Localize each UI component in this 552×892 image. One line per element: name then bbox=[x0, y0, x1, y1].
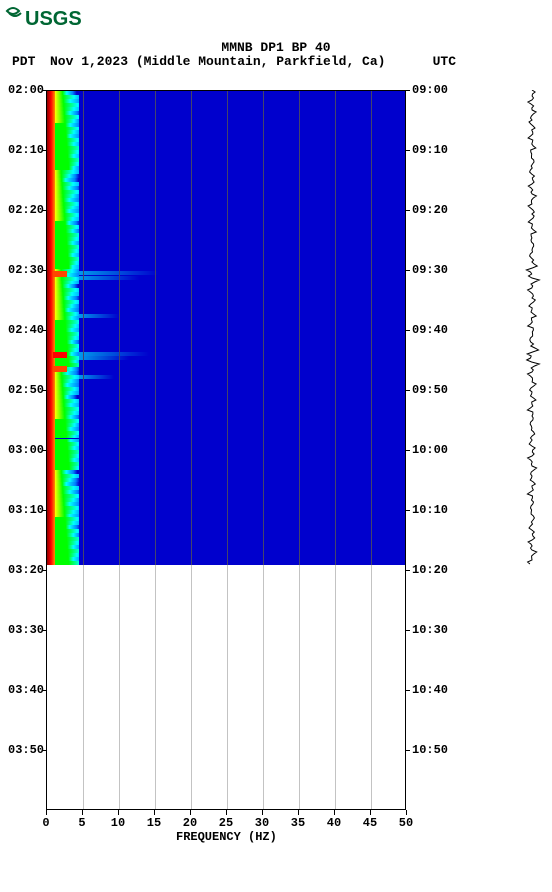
spectro-streak bbox=[79, 352, 149, 356]
y-left-tick-mark bbox=[42, 510, 46, 511]
x-tick-mark bbox=[226, 810, 227, 815]
grid-line-vertical bbox=[299, 91, 300, 809]
x-tick-label: 20 bbox=[183, 816, 197, 830]
y-right-tick-mark bbox=[406, 570, 410, 571]
x-tick-mark bbox=[262, 810, 263, 815]
spectro-streak bbox=[79, 356, 129, 360]
y-left-tick-mark bbox=[42, 390, 46, 391]
grid-line-vertical bbox=[335, 91, 336, 809]
x-tick-label: 0 bbox=[42, 816, 49, 830]
y-left-tick-label: 03:10 bbox=[8, 503, 44, 517]
x-tick-mark bbox=[334, 810, 335, 815]
x-axis-label: FREQUENCY (HZ) bbox=[176, 830, 277, 844]
y-right-tick-label: 09:10 bbox=[412, 143, 448, 157]
grid-line-vertical bbox=[191, 91, 192, 809]
x-tick-label: 30 bbox=[255, 816, 269, 830]
y-left-tick-label: 02:30 bbox=[8, 263, 44, 277]
y-left-tick-mark bbox=[42, 90, 46, 91]
y-right-tick-mark bbox=[406, 330, 410, 331]
grid-line-vertical bbox=[155, 91, 156, 809]
x-tick-mark bbox=[118, 810, 119, 815]
x-tick-mark bbox=[154, 810, 155, 815]
y-left-tick-label: 03:30 bbox=[8, 623, 44, 637]
spectro-streak bbox=[79, 314, 119, 318]
x-tick-mark bbox=[298, 810, 299, 815]
svg-text:USGS: USGS bbox=[25, 8, 82, 30]
x-tick-mark bbox=[190, 810, 191, 815]
spectro-warm-band bbox=[55, 91, 79, 565]
y-left-tick-label: 03:20 bbox=[8, 563, 44, 577]
spectro-hot-edge bbox=[47, 91, 55, 565]
y-left-tick-label: 03:50 bbox=[8, 743, 44, 757]
x-tick-label: 5 bbox=[78, 816, 85, 830]
y-left-tick-mark bbox=[42, 750, 46, 751]
chart-title: MMNB DP1 BP 40 bbox=[0, 40, 552, 55]
y-right-tick-label: 09:50 bbox=[412, 383, 448, 397]
y-right-tick-label: 10:50 bbox=[412, 743, 448, 757]
spectrogram-data-region bbox=[47, 91, 405, 565]
y-right-tick-label: 10:20 bbox=[412, 563, 448, 577]
y-right-tick-mark bbox=[406, 630, 410, 631]
y-right-tick-label: 09:40 bbox=[412, 323, 448, 337]
y-left-tick-mark bbox=[42, 450, 46, 451]
y-right-tick-label: 10:10 bbox=[412, 503, 448, 517]
y-right-tick-label: 10:00 bbox=[412, 443, 448, 457]
x-tick-label: 15 bbox=[147, 816, 161, 830]
y-right-tick-label: 09:00 bbox=[412, 83, 448, 97]
spectro-streak bbox=[79, 375, 114, 379]
y-left-tick-label: 03:00 bbox=[8, 443, 44, 457]
y-left-tick-mark bbox=[42, 570, 46, 571]
x-tick-label: 35 bbox=[291, 816, 305, 830]
y-right-tick-label: 10:30 bbox=[412, 623, 448, 637]
date-location-label: Nov 1,2023 (Middle Mountain, Parkfield, … bbox=[50, 54, 385, 69]
y-left-tick-mark bbox=[42, 330, 46, 331]
y-left-tick-mark bbox=[42, 210, 46, 211]
y-right-tick-mark bbox=[406, 390, 410, 391]
y-left-tick-label: 03:40 bbox=[8, 683, 44, 697]
x-tick-label: 45 bbox=[363, 816, 377, 830]
y-right-tick-mark bbox=[406, 450, 410, 451]
usgs-logo: USGS bbox=[5, 5, 95, 33]
grid-line-vertical bbox=[227, 91, 228, 809]
x-tick-label: 40 bbox=[327, 816, 341, 830]
y-right-tick-label: 10:40 bbox=[412, 683, 448, 697]
x-tick-mark bbox=[406, 810, 407, 815]
y-right-tick-mark bbox=[406, 150, 410, 151]
y-left-tick-mark bbox=[42, 690, 46, 691]
spectro-streak bbox=[79, 276, 139, 280]
y-left-tick-label: 02:50 bbox=[8, 383, 44, 397]
y-right-tick-mark bbox=[406, 210, 410, 211]
y-left-tick-label: 02:10 bbox=[8, 143, 44, 157]
x-tick-mark bbox=[370, 810, 371, 815]
x-tick-mark bbox=[82, 810, 83, 815]
right-timezone-label: UTC bbox=[433, 54, 456, 69]
x-tick-label: 10 bbox=[111, 816, 125, 830]
waveform-inset bbox=[522, 90, 542, 565]
y-left-tick-mark bbox=[42, 150, 46, 151]
grid-line-vertical bbox=[371, 91, 372, 809]
y-left-tick-label: 02:00 bbox=[8, 83, 44, 97]
y-right-tick-label: 09:30 bbox=[412, 263, 448, 277]
left-timezone-label: PDT bbox=[12, 54, 35, 69]
x-tick-mark bbox=[46, 810, 47, 815]
grid-line-vertical bbox=[83, 91, 84, 809]
y-left-tick-label: 02:40 bbox=[8, 323, 44, 337]
y-left-tick-mark bbox=[42, 270, 46, 271]
y-right-tick-mark bbox=[406, 510, 410, 511]
y-right-tick-mark bbox=[406, 690, 410, 691]
y-right-tick-mark bbox=[406, 270, 410, 271]
y-left-tick-mark bbox=[42, 630, 46, 631]
y-right-tick-label: 09:20 bbox=[412, 203, 448, 217]
y-right-tick-mark bbox=[406, 750, 410, 751]
y-right-tick-mark bbox=[406, 90, 410, 91]
y-left-tick-label: 02:20 bbox=[8, 203, 44, 217]
spectrogram-plot bbox=[46, 90, 406, 810]
x-tick-label: 25 bbox=[219, 816, 233, 830]
x-tick-label: 50 bbox=[399, 816, 413, 830]
grid-line-vertical bbox=[119, 91, 120, 809]
grid-line-vertical bbox=[263, 91, 264, 809]
